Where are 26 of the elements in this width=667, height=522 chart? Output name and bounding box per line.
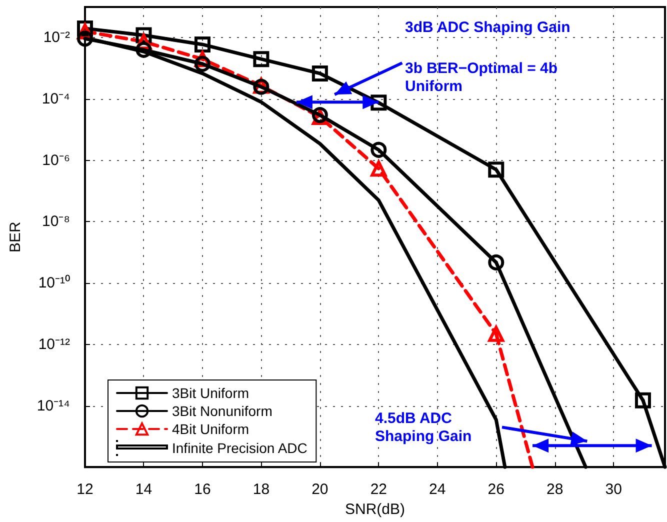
annotation: 3dB ADC Shaping Gain xyxy=(405,19,572,37)
x-tick-label: 30 xyxy=(605,481,622,498)
y-tick-label: 10⁻⁸ xyxy=(42,213,70,230)
x-tick-label: 28 xyxy=(546,481,564,498)
legend-label: 3Bit Uniform xyxy=(172,385,250,401)
x-tick-label: 20 xyxy=(312,481,328,498)
y-tick-label: 10⁻¹² xyxy=(38,336,70,353)
y-tick-label: 10⁻⁴ xyxy=(42,90,70,108)
legend-label: 4Bit Uniform xyxy=(172,421,250,437)
y-tick-label: 10⁻⁶ xyxy=(42,152,70,169)
x-tick-label: 16 xyxy=(194,481,211,498)
x-tick-label: 22 xyxy=(370,481,388,498)
x-tick-label: 12 xyxy=(76,481,94,498)
x-tick-label: 14 xyxy=(135,481,152,498)
legend-label: Infinite Precision ADC xyxy=(172,440,308,456)
annotation: 4.5dB ADC Shaping Gain xyxy=(375,410,473,446)
y-tick-label: 10⁻¹⁴ xyxy=(36,397,70,414)
legend-label: 3Bit Nonuniform xyxy=(172,403,272,419)
annotation: 3b BER−Optimal = 4b Uniform xyxy=(405,60,559,96)
x-tick-label: 24 xyxy=(429,481,446,498)
x-tick-label: 26 xyxy=(488,481,504,498)
y-axis-title: BER xyxy=(7,221,24,252)
x-axis-title: SNR(dB) xyxy=(344,501,406,518)
x-tick-label: 18 xyxy=(252,481,270,498)
y-tick-label: 10⁻² xyxy=(43,29,70,46)
y-tick-label: 10⁻¹⁰ xyxy=(38,274,70,292)
